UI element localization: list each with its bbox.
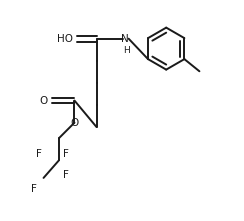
Text: F: F xyxy=(31,184,37,194)
Text: HO: HO xyxy=(57,34,73,44)
Text: F: F xyxy=(36,149,42,159)
Text: O: O xyxy=(40,95,48,106)
Text: N: N xyxy=(122,34,129,44)
Text: F: F xyxy=(63,170,69,180)
Text: H: H xyxy=(123,46,130,55)
Text: O: O xyxy=(70,118,79,128)
Text: F: F xyxy=(63,149,69,159)
